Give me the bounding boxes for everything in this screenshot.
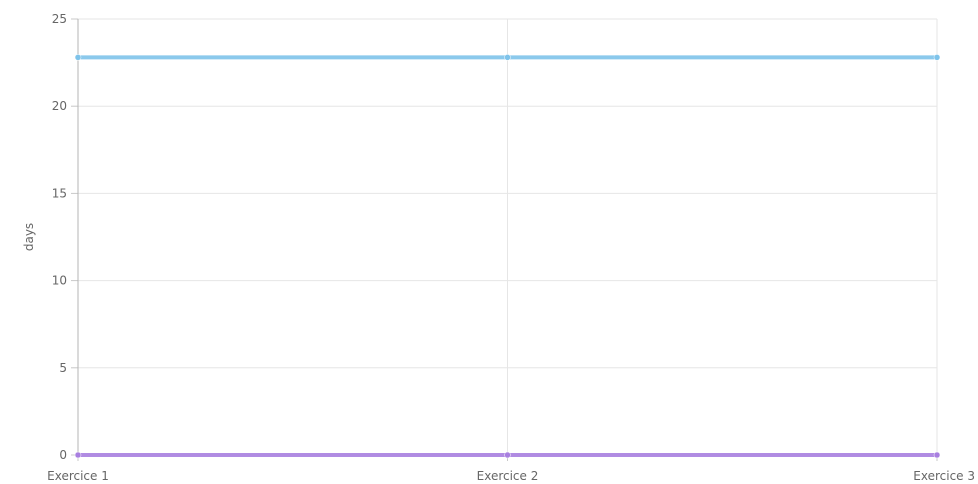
x-tick-label: Exercice 3	[913, 469, 975, 483]
series-2-point	[933, 451, 941, 459]
y-tick-label: 10	[52, 274, 67, 288]
y-tick-label: 0	[59, 448, 67, 462]
x-tick-label: Exercice 2	[477, 469, 539, 483]
y-tick-label: 15	[52, 186, 67, 200]
grid-lines	[77, 18, 938, 456]
y-tick-label: 20	[52, 99, 67, 113]
series-1-point	[74, 54, 82, 61]
x-tick-labels: Exercice 1 Exercice 2 Exercice 3	[47, 469, 975, 483]
y-tick-label: 5	[59, 361, 67, 375]
series-2-point	[504, 451, 511, 459]
axes	[71, 18, 938, 461]
series-2-point	[74, 451, 82, 459]
series-group	[74, 54, 941, 459]
series-1-point	[504, 54, 511, 61]
y-tick-label: 25	[52, 12, 67, 26]
y-tick-labels: 0 5 10 15 20 25	[52, 12, 67, 462]
x-tick-label: Exercice 1	[47, 469, 109, 483]
series-1-point	[933, 54, 941, 61]
y-axis-title: days	[22, 223, 36, 251]
